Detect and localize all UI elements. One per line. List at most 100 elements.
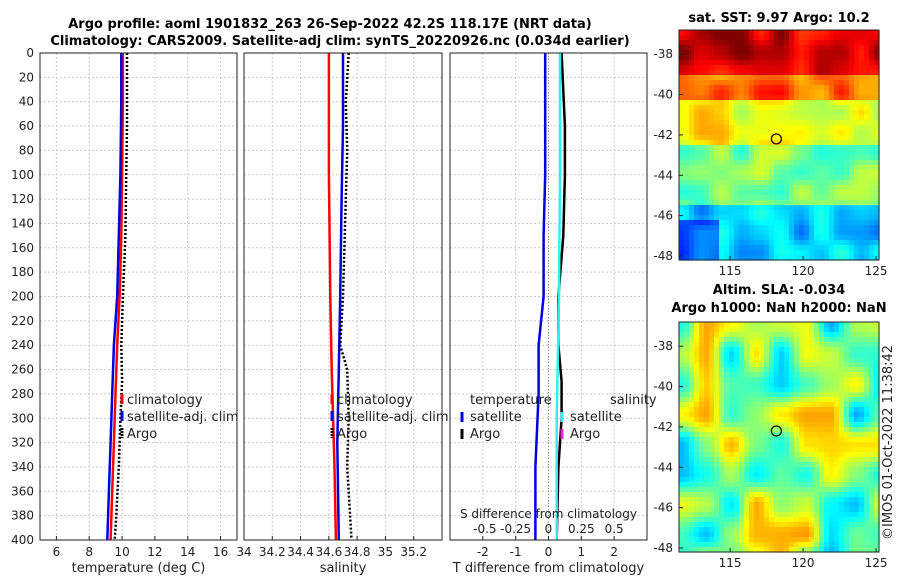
- map-cell: [839, 160, 845, 166]
- map-cell: [759, 115, 765, 121]
- map-cell: [744, 130, 750, 136]
- map-cell: [744, 90, 750, 96]
- map-cell: [709, 347, 715, 353]
- map-cell: [839, 235, 845, 241]
- map-cell: [829, 55, 835, 61]
- map-cell: [799, 527, 805, 533]
- map-cell: [854, 487, 860, 493]
- map-cell: [849, 462, 855, 468]
- map-cell: [849, 185, 855, 191]
- map-cell: [679, 100, 685, 106]
- map-cell: [809, 532, 815, 538]
- map-cell: [819, 55, 825, 61]
- map-cell: [854, 165, 860, 171]
- map-cell: [799, 482, 805, 488]
- map-cell: [779, 527, 785, 533]
- map-cell: [839, 357, 845, 363]
- map-cell: [839, 432, 845, 438]
- map-cell: [694, 125, 700, 131]
- map-cell: [804, 502, 810, 508]
- map-cell: [794, 125, 800, 131]
- map-cell: [809, 205, 815, 211]
- map-cell: [714, 417, 720, 423]
- map-cell: [719, 342, 725, 348]
- map-cell: [729, 105, 735, 111]
- map-cell: [849, 372, 855, 378]
- legend-header-salinity: salinity: [610, 393, 657, 408]
- map-cell: [699, 502, 705, 508]
- map-cell: [834, 512, 840, 518]
- map-cell: [824, 175, 830, 181]
- map-cell: [744, 55, 750, 61]
- y-tick-label: 320: [11, 436, 34, 450]
- map-cell: [714, 165, 720, 171]
- map-cell: [834, 120, 840, 126]
- map-cell: [689, 220, 695, 226]
- map-cell: [849, 220, 855, 226]
- map-cell: [789, 75, 795, 81]
- map-cell: [744, 402, 750, 408]
- map-cell: [714, 457, 720, 463]
- map-cell: [699, 352, 705, 358]
- map-cell: [764, 95, 770, 101]
- map-cell: [779, 220, 785, 226]
- map-cell: [679, 215, 685, 221]
- y-tick-label: -42: [653, 128, 673, 142]
- map-cell: [859, 332, 865, 338]
- map-cell: [714, 437, 720, 443]
- map-cell: [829, 155, 835, 161]
- map-cell: [784, 60, 790, 66]
- map-cell: [709, 35, 715, 41]
- map-cell: [814, 547, 820, 553]
- map-cell: [724, 110, 730, 116]
- map-cell: [759, 85, 765, 91]
- map-cell: [694, 482, 700, 488]
- map-cell: [709, 407, 715, 413]
- map-cell: [839, 50, 845, 56]
- map-cell: [854, 407, 860, 413]
- map-cell: [799, 235, 805, 241]
- map-cell: [874, 487, 880, 493]
- map-cell: [709, 417, 715, 423]
- map-cell: [804, 472, 810, 478]
- map-cell: [729, 150, 735, 156]
- map-cell: [714, 402, 720, 408]
- map-cell: [809, 467, 815, 473]
- map-cell: [829, 467, 835, 473]
- map-cell: [794, 517, 800, 523]
- map-cell: [714, 427, 720, 433]
- map-cell: [789, 412, 795, 418]
- map-cell: [819, 387, 825, 393]
- map-cell: [804, 50, 810, 56]
- map-cell: [859, 357, 865, 363]
- map-cell: [739, 542, 745, 548]
- map-cell: [734, 492, 740, 498]
- map-cell: [859, 175, 865, 181]
- map-cell: [724, 125, 730, 131]
- map-cell: [874, 387, 880, 393]
- map-cell: [724, 195, 730, 201]
- map-cell: [819, 190, 825, 196]
- map-cell: [704, 115, 710, 121]
- map-cell: [854, 397, 860, 403]
- map-cell: [734, 85, 740, 91]
- map-cell: [794, 160, 800, 166]
- map-cell: [779, 180, 785, 186]
- map-cell: [824, 210, 830, 216]
- map-cell: [679, 542, 685, 548]
- map-cell: [754, 110, 760, 116]
- map-cell: [784, 55, 790, 61]
- map-cell: [739, 462, 745, 468]
- map-cell: [854, 70, 860, 76]
- map-cell: [709, 240, 715, 246]
- map-cell: [869, 437, 875, 443]
- map-cell: [834, 442, 840, 448]
- map-cell: [769, 195, 775, 201]
- map-cell: [829, 185, 835, 191]
- map-cell: [859, 65, 865, 71]
- map-cell: [869, 215, 875, 221]
- map-cell: [839, 255, 845, 261]
- map-cell: [839, 547, 845, 553]
- map-cell: [794, 522, 800, 528]
- map-cell: [804, 512, 810, 518]
